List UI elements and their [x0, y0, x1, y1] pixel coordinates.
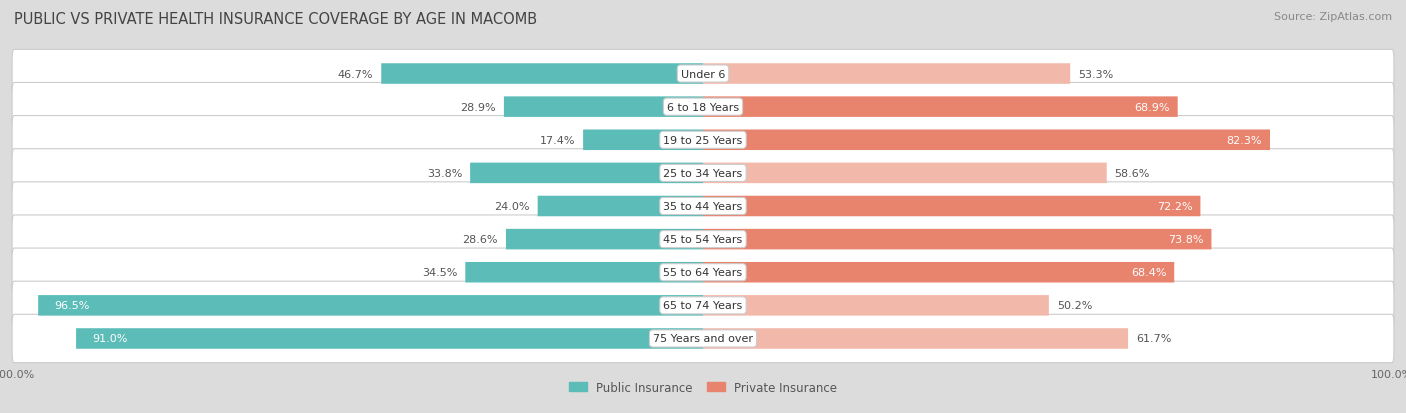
Text: Under 6: Under 6: [681, 69, 725, 79]
Text: 6 to 18 Years: 6 to 18 Years: [666, 102, 740, 112]
FancyBboxPatch shape: [470, 163, 703, 184]
FancyBboxPatch shape: [703, 196, 1201, 217]
Text: 50.2%: 50.2%: [1057, 301, 1092, 311]
Text: 19 to 25 Years: 19 to 25 Years: [664, 135, 742, 145]
Text: 24.0%: 24.0%: [495, 202, 530, 211]
FancyBboxPatch shape: [13, 249, 1393, 297]
FancyBboxPatch shape: [703, 295, 1049, 316]
Text: 28.9%: 28.9%: [460, 102, 496, 112]
FancyBboxPatch shape: [465, 262, 703, 283]
Text: Source: ZipAtlas.com: Source: ZipAtlas.com: [1274, 12, 1392, 22]
FancyBboxPatch shape: [13, 83, 1393, 131]
FancyBboxPatch shape: [503, 97, 703, 118]
Text: 46.7%: 46.7%: [337, 69, 374, 79]
FancyBboxPatch shape: [13, 315, 1393, 363]
Text: 61.7%: 61.7%: [1136, 334, 1171, 344]
Text: 82.3%: 82.3%: [1226, 135, 1263, 145]
Text: 28.6%: 28.6%: [463, 235, 498, 244]
FancyBboxPatch shape: [13, 116, 1393, 164]
Text: 25 to 34 Years: 25 to 34 Years: [664, 169, 742, 178]
FancyBboxPatch shape: [381, 64, 703, 85]
Text: 58.6%: 58.6%: [1115, 169, 1150, 178]
Text: 91.0%: 91.0%: [93, 334, 128, 344]
FancyBboxPatch shape: [13, 50, 1393, 98]
FancyBboxPatch shape: [76, 328, 703, 349]
Text: 68.9%: 68.9%: [1135, 102, 1170, 112]
Text: 75 Years and over: 75 Years and over: [652, 334, 754, 344]
Text: 96.5%: 96.5%: [55, 301, 90, 311]
Text: 34.5%: 34.5%: [422, 268, 457, 278]
FancyBboxPatch shape: [13, 282, 1393, 330]
Text: 33.8%: 33.8%: [427, 169, 463, 178]
FancyBboxPatch shape: [38, 295, 703, 316]
Text: 53.3%: 53.3%: [1078, 69, 1114, 79]
FancyBboxPatch shape: [703, 97, 1178, 118]
FancyBboxPatch shape: [583, 130, 703, 151]
FancyBboxPatch shape: [703, 130, 1270, 151]
Text: 65 to 74 Years: 65 to 74 Years: [664, 301, 742, 311]
FancyBboxPatch shape: [703, 328, 1128, 349]
FancyBboxPatch shape: [13, 150, 1393, 197]
Text: 17.4%: 17.4%: [540, 135, 575, 145]
Text: 35 to 44 Years: 35 to 44 Years: [664, 202, 742, 211]
FancyBboxPatch shape: [506, 229, 703, 250]
Text: PUBLIC VS PRIVATE HEALTH INSURANCE COVERAGE BY AGE IN MACOMB: PUBLIC VS PRIVATE HEALTH INSURANCE COVER…: [14, 12, 537, 27]
FancyBboxPatch shape: [537, 196, 703, 217]
Text: 73.8%: 73.8%: [1168, 235, 1204, 244]
Text: 72.2%: 72.2%: [1157, 202, 1192, 211]
Legend: Public Insurance, Private Insurance: Public Insurance, Private Insurance: [564, 376, 842, 399]
FancyBboxPatch shape: [13, 183, 1393, 230]
FancyBboxPatch shape: [703, 229, 1212, 250]
Text: 55 to 64 Years: 55 to 64 Years: [664, 268, 742, 278]
FancyBboxPatch shape: [13, 216, 1393, 263]
Text: 68.4%: 68.4%: [1130, 268, 1167, 278]
FancyBboxPatch shape: [703, 64, 1070, 85]
FancyBboxPatch shape: [703, 163, 1107, 184]
Text: 45 to 54 Years: 45 to 54 Years: [664, 235, 742, 244]
FancyBboxPatch shape: [703, 262, 1174, 283]
